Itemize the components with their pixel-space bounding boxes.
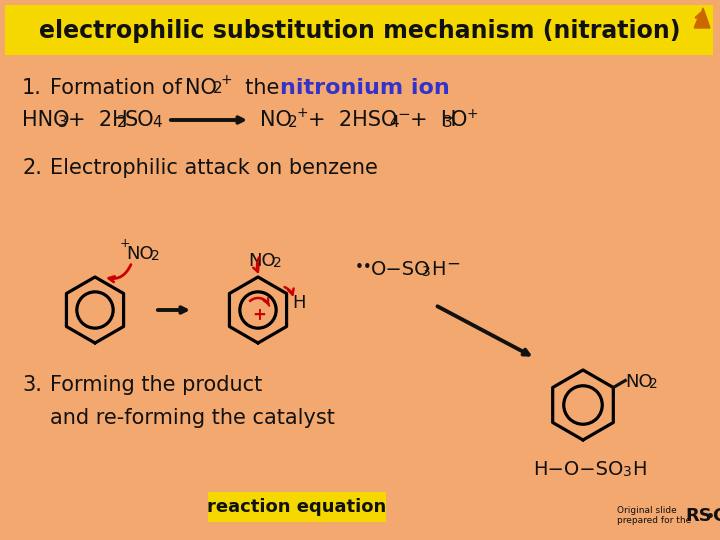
Text: NO: NO: [625, 373, 652, 391]
Text: NO: NO: [260, 110, 292, 130]
Polygon shape: [696, 8, 710, 28]
Text: +: +: [252, 306, 266, 324]
Text: HNO: HNO: [22, 110, 70, 130]
Text: −: −: [446, 255, 460, 273]
Text: Original slide: Original slide: [617, 506, 677, 515]
Text: ••: ••: [355, 260, 373, 275]
Text: NO: NO: [248, 252, 276, 270]
Text: 3: 3: [623, 465, 631, 479]
Text: Formation of: Formation of: [50, 78, 182, 98]
Bar: [5, 5, 713, 55]
Text: 3: 3: [422, 265, 431, 279]
Text: •: •: [706, 510, 715, 524]
Text: RS: RS: [685, 507, 712, 525]
Text: Forming the product: Forming the product: [50, 375, 262, 395]
Text: nitronium ion: nitronium ion: [280, 78, 450, 98]
Text: +: +: [296, 106, 307, 120]
Text: NO: NO: [185, 78, 217, 98]
Text: +: +: [221, 73, 233, 87]
Text: 2: 2: [288, 115, 297, 130]
Text: +  2HSO: + 2HSO: [308, 110, 397, 130]
Text: +: +: [466, 107, 477, 121]
Text: +  2H: + 2H: [68, 110, 127, 130]
Text: H: H: [632, 460, 647, 479]
Text: 2: 2: [213, 81, 222, 96]
Text: 3: 3: [443, 115, 453, 130]
Text: the: the: [232, 78, 279, 98]
Bar: [208, 492, 386, 522]
Text: O: O: [451, 110, 467, 130]
Text: 2: 2: [151, 249, 160, 263]
Text: NO: NO: [126, 245, 153, 263]
Text: C: C: [712, 507, 720, 525]
Text: SO: SO: [125, 110, 155, 130]
Text: H: H: [431, 260, 446, 279]
Text: O−SO: O−SO: [371, 260, 431, 279]
Text: prepared for the: prepared for the: [617, 516, 691, 525]
Text: 2: 2: [117, 115, 127, 130]
Text: −: −: [397, 107, 410, 122]
Text: 2.: 2.: [22, 158, 42, 178]
Text: Electrophilic attack on benzene: Electrophilic attack on benzene: [50, 158, 378, 178]
Text: H: H: [292, 294, 305, 312]
Text: H−O−SO: H−O−SO: [533, 460, 624, 479]
Text: +  H: + H: [410, 110, 456, 130]
Text: 2: 2: [273, 256, 282, 270]
Text: and re-forming the catalyst: and re-forming the catalyst: [50, 408, 335, 428]
Text: +: +: [120, 237, 130, 250]
Text: 1.: 1.: [22, 78, 42, 98]
Text: 4: 4: [389, 115, 399, 130]
Text: 2: 2: [649, 377, 658, 391]
Text: 3.: 3.: [22, 375, 42, 395]
Text: 4: 4: [152, 115, 161, 130]
Text: 3: 3: [58, 115, 68, 130]
Text: electrophilic substitution mechanism (nitration): electrophilic substitution mechanism (ni…: [40, 19, 680, 43]
Text: reaction equation: reaction equation: [207, 498, 387, 516]
